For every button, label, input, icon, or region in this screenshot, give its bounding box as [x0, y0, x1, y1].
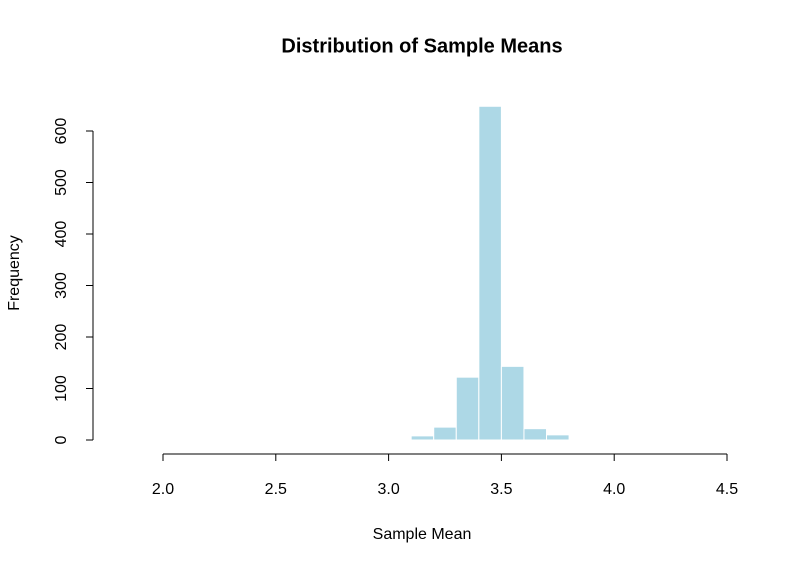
- bar: [455, 376, 480, 441]
- x-tick-label: 4.0: [603, 481, 625, 498]
- y-tick-label: 600: [53, 118, 70, 145]
- y-tick-label: 500: [53, 169, 70, 196]
- bar: [523, 428, 548, 441]
- bar: [478, 105, 502, 441]
- y-tick-label: 200: [53, 324, 70, 351]
- chart-title: Distribution of Sample Means: [281, 35, 562, 57]
- y-tick-label: 0: [53, 435, 70, 444]
- y-axis-label: Frequency: [6, 235, 23, 311]
- y-tick-label: 400: [53, 221, 70, 248]
- x-tick-label: 3.5: [490, 481, 512, 498]
- bar: [500, 365, 525, 441]
- bar: [410, 435, 435, 441]
- x-tick-label: 3.0: [377, 481, 399, 498]
- x-tick-label: 2.0: [152, 481, 174, 498]
- x-tick-label: 4.5: [716, 481, 738, 498]
- x-axis-label: Sample Mean: [373, 526, 472, 543]
- x-tick-label: 2.5: [265, 481, 287, 498]
- bar: [433, 426, 457, 441]
- y-tick-label: 300: [53, 272, 70, 299]
- bar: [546, 434, 570, 441]
- y-tick-label: 100: [53, 375, 70, 402]
